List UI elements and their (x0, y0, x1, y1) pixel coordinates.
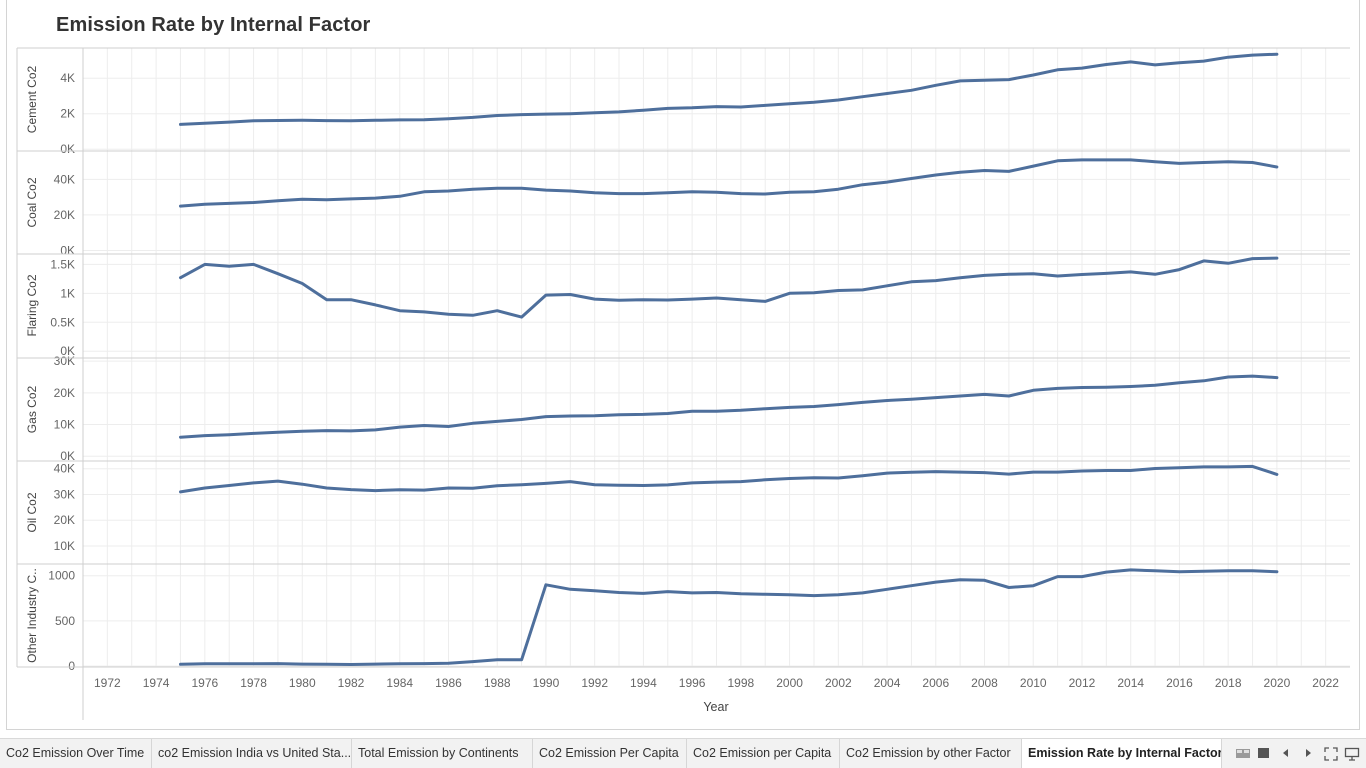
y-tick-label: 1000 (48, 569, 75, 583)
page-title: Emission Rate by Internal Factor (56, 14, 371, 36)
series-line (179, 568, 1279, 666)
x-tick-label: 1992 (581, 676, 608, 690)
series-line (179, 158, 1279, 208)
y-axis-label: Flaring Co2 (25, 274, 39, 336)
y-axis-label: Gas Co2 (25, 385, 39, 433)
y-axis-label: Cement Co2 (25, 65, 39, 133)
tab-co2-emission-by-other-factor[interactable]: Co2 Emission by other Factor (840, 739, 1022, 768)
x-tick-label: 1976 (191, 676, 218, 690)
x-tick-label: 1990 (533, 676, 560, 690)
tab-co2-emission-over-time[interactable]: Co2 Emission Over Time (0, 739, 152, 768)
y-tick-label: 1.5K (50, 257, 75, 271)
tab-total-emission-by-continents[interactable]: Total Emission by Continents (352, 739, 533, 768)
x-tick-label: 1978 (240, 676, 267, 690)
x-tick-label: 2018 (1215, 676, 1242, 690)
x-tick-label: 1986 (435, 676, 462, 690)
x-tick-label: 2022 (1312, 676, 1339, 690)
sheet-tab-bar: Co2 Emission Over Time co2 Emission Indi… (0, 738, 1366, 768)
y-tick-label: 30K (54, 354, 75, 368)
x-tick-label: 2006 (922, 676, 949, 690)
y-tick-label: 10K (54, 418, 75, 432)
tab-emission-rate-by-internal-factor[interactable]: Emission Rate by Internal Factor (1022, 739, 1222, 768)
x-axis-title: Year (703, 700, 728, 714)
x-tick-label: 1996 (679, 676, 706, 690)
x-tick-label: 2012 (1069, 676, 1096, 690)
y-tick-label: 40K (54, 172, 75, 186)
x-tick-label: 1988 (484, 676, 511, 690)
x-tick-label: 1982 (338, 676, 365, 690)
tab-co2-emission-per-capita-2[interactable]: Co2 Emission per Capita (687, 739, 840, 768)
y-axis-label: Coal Co2 (25, 177, 39, 227)
tab-co2-emission-india-vs-us[interactable]: co2 Emission India vs United Sta... (152, 739, 352, 768)
series-line (179, 464, 1279, 494)
y-axis-label: Other Industry C.. (25, 568, 39, 663)
x-tick-label: 2014 (1117, 676, 1144, 690)
y-tick-label: 0K (60, 449, 75, 463)
y-axis-label: Oil Co2 (25, 492, 39, 532)
fit-screen-icon[interactable] (1324, 747, 1338, 761)
y-tick-label: 0K (60, 142, 75, 156)
x-tick-label: 1972 (94, 676, 121, 690)
y-tick-label: 40K (54, 462, 75, 476)
y-tick-label: 20K (54, 513, 75, 527)
chart-area: 0K 2K 4K Cement Co2 0K 20K 40K Coal Co2 0K 0.5K 1K… (16, 47, 1350, 720)
series-line (179, 256, 1279, 319)
series-line (179, 374, 1279, 439)
grid-view-icon[interactable] (1236, 747, 1250, 761)
x-tick-label: 1980 (289, 676, 316, 690)
next-tab-icon[interactable] (1302, 747, 1314, 761)
presentation-icon[interactable] (1344, 747, 1360, 761)
y-tick-label: 20K (54, 208, 75, 222)
x-tick-label: 1998 (728, 676, 755, 690)
y-tick-label: 20K (54, 386, 75, 400)
x-tick-label: 2016 (1166, 676, 1193, 690)
x-tick-label: 2002 (825, 676, 852, 690)
y-tick-label: 0 (68, 659, 75, 673)
y-tick-label: 1K (60, 286, 75, 300)
x-tick-label: 2000 (776, 676, 803, 690)
y-tick-label: 0K (60, 243, 75, 257)
x-tick-label: 2004 (874, 676, 901, 690)
x-tick-label: 2010 (1020, 676, 1047, 690)
x-tick-label: 1974 (143, 676, 170, 690)
prev-tab-icon[interactable] (1280, 747, 1292, 761)
tab-co2-emission-per-capita[interactable]: Co2 Emission Per Capita (533, 739, 687, 768)
y-tick-label: 0.5K (50, 315, 75, 329)
x-tick-label: 1994 (630, 676, 657, 690)
y-tick-label: 30K (54, 487, 75, 501)
y-tick-label: 500 (55, 614, 75, 628)
y-tick-label: 4K (60, 71, 75, 85)
x-tick-label: 2020 (1264, 676, 1291, 690)
y-tick-label: 10K (54, 539, 75, 553)
y-tick-label: 2K (60, 107, 75, 121)
x-tick-label: 2008 (971, 676, 998, 690)
series-line (179, 52, 1279, 126)
x-tick-label: 1984 (386, 676, 413, 690)
sheet-view-icon[interactable] (1258, 747, 1270, 761)
y-tick-label: 0K (60, 344, 75, 358)
